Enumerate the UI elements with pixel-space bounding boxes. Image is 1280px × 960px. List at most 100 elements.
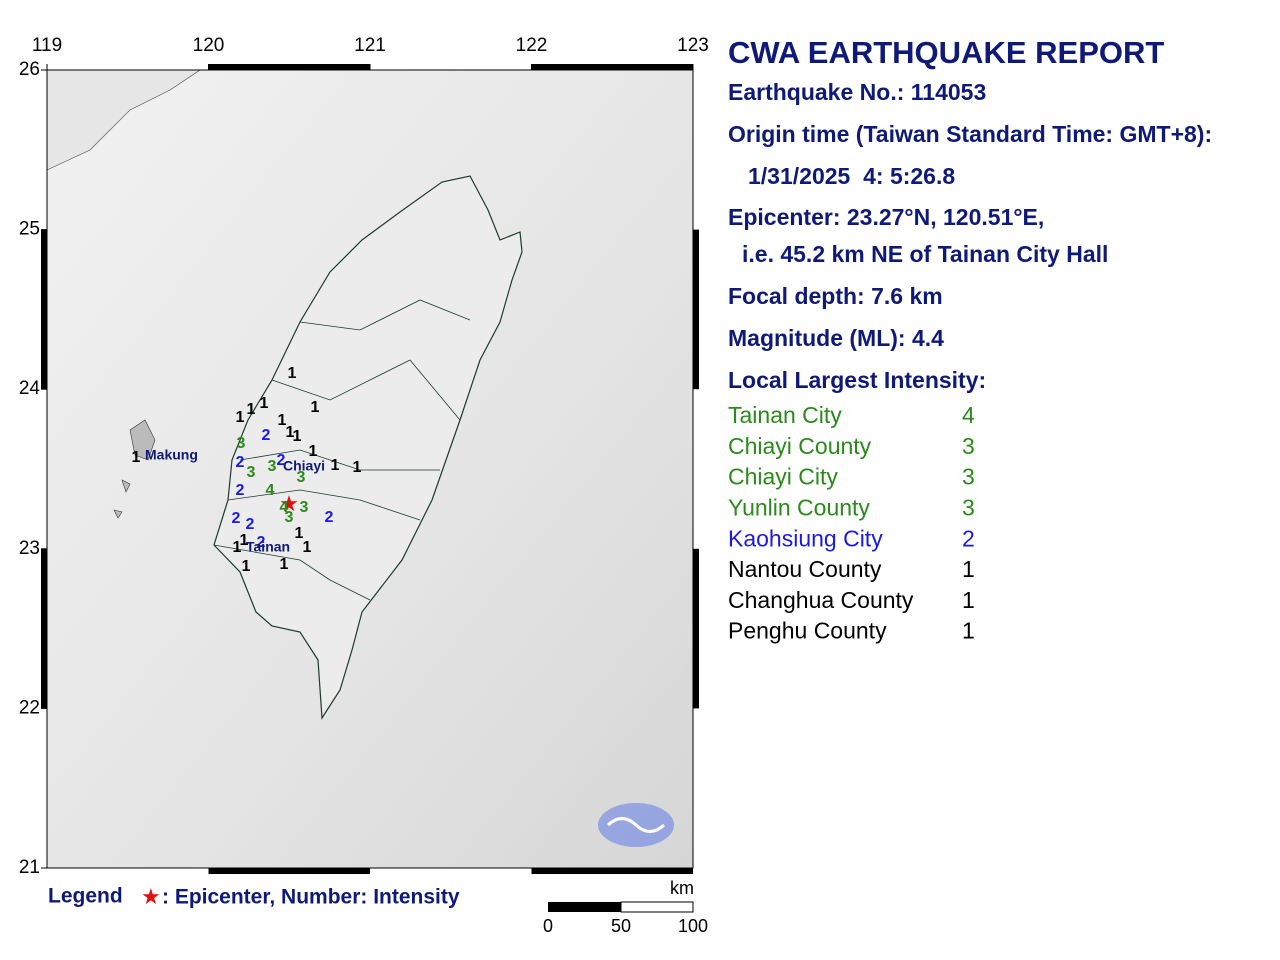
station-intensity: 2 (257, 534, 266, 551)
frame-segment (41, 229, 47, 390)
station-intensity: 1 (260, 395, 269, 412)
intensity-value: 1 (962, 556, 975, 582)
station-intensity: 1 (286, 424, 295, 441)
cwa-logo-swirl (606, 817, 666, 833)
report-line: Epicenter: 23.27°N, 120.51°E, (728, 204, 1044, 230)
station-intensity: 1 (311, 399, 320, 416)
station-intensity: 1 (309, 443, 318, 460)
lat-tick-label: 25 (19, 219, 40, 240)
station-intensity: 1 (233, 539, 242, 556)
intensity-value: 3 (962, 464, 975, 490)
lat-tick-label: 22 (19, 697, 40, 718)
lat-tick-label: 24 (19, 378, 41, 399)
county-borders (213, 299, 471, 601)
lat-tick-label: 21 (19, 857, 40, 878)
station-intensity: 1 (280, 556, 289, 573)
intensity-area: Changhua County (728, 587, 914, 613)
station-intensity: 3 (247, 464, 256, 481)
station-intensity: 1 (240, 532, 249, 549)
frame-segment (41, 548, 47, 709)
intensity-area: Tainan City (728, 402, 842, 428)
station-intensity: 2 (236, 454, 245, 471)
penghu-islands (113, 419, 156, 519)
lon-tick-label: 119 (32, 35, 62, 56)
frame-segment (693, 229, 699, 390)
intensity-area: Kaohsiung City (728, 525, 883, 551)
scale-label: 50 (611, 916, 631, 936)
intensity-area: Nantou County (728, 556, 882, 582)
station-intensity: 2 (262, 427, 271, 444)
station-intensity: 4 (280, 499, 289, 516)
map: ★ (46, 69, 693, 868)
station-intensity: 1 (293, 428, 302, 445)
station-intensity: 1 (303, 539, 312, 556)
intensity-value: 3 (962, 433, 975, 459)
station-intensity: 4 (266, 482, 275, 499)
frame-segment (693, 548, 699, 709)
scale-unit: km (670, 878, 694, 898)
scale-label: 100 (678, 916, 708, 936)
scale-bar: km 0 50 100 (543, 878, 708, 936)
report-line: Local Largest Intensity: (728, 367, 986, 393)
intensity-area: Chiayi County (728, 433, 872, 459)
station-intensity: 3 (285, 509, 294, 526)
report-line: Origin time (Taiwan Standard Time: GMT+8… (728, 121, 1212, 147)
station-intensity: 1 (236, 409, 245, 426)
legend-symbol: ★ (141, 884, 161, 909)
station-intensity: 1 (132, 449, 141, 466)
station-intensity: 2 (246, 516, 255, 533)
report-title: CWA EARTHQUAKE REPORT (728, 35, 1164, 70)
station-intensity: 1 (242, 558, 251, 575)
lon-tick-label: 123 (677, 35, 709, 56)
station-intensity: 2 (232, 510, 241, 527)
station-intensity: 1 (278, 412, 287, 429)
scale-segment (548, 902, 621, 912)
report-line: Earthquake No.: 114053 (728, 79, 986, 105)
legend-text: : Epicenter, Number: Intensity (162, 886, 460, 909)
lon-tick-label: 122 (516, 35, 548, 56)
lat-tick-label: 26 (19, 59, 40, 80)
frame-segment (208, 64, 370, 70)
scale-segment (620, 901, 694, 913)
lat-tick-label: 23 (19, 538, 40, 559)
report-line: Magnitude (ML): 4.4 (728, 325, 944, 351)
frame-segment (531, 64, 693, 70)
epicenter-star: ★ (279, 491, 299, 516)
station-intensity: 2 (277, 452, 286, 469)
intensity-value: 2 (962, 525, 975, 551)
intensity-area: Chiayi City (728, 464, 838, 490)
station-intensity: 3 (300, 499, 309, 516)
station-intensity: 3 (297, 469, 306, 486)
intensity-value: 4 (962, 402, 975, 428)
station-intensity: 1 (353, 459, 362, 476)
intensity-area: Yunlin County (728, 494, 870, 520)
station-intensity: 3 (268, 458, 277, 475)
station-intensity: 1 (295, 525, 304, 542)
station-intensity: 1 (247, 401, 256, 418)
place-name: Tainan (246, 539, 290, 555)
frame-segment (531, 868, 693, 874)
report-line: 1/31/2025 4: 5:26.8 (748, 163, 955, 189)
station-intensity: 2 (325, 509, 334, 526)
place-name: Makung (145, 447, 198, 463)
report-line: i.e. 45.2 km NE of Tainan City Hall (742, 241, 1108, 267)
frame-segment (208, 868, 370, 874)
station-intensity: 1 (288, 365, 297, 382)
lon-tick-label: 120 (193, 35, 225, 56)
station-intensity: 3 (237, 435, 246, 452)
intensity-value: 1 (962, 587, 975, 613)
report: CWA EARTHQUAKE REPORT Earthquake No.: 11… (728, 35, 1212, 643)
station-intensity: 2 (236, 482, 245, 499)
place-name: Chiayi (283, 458, 325, 474)
report-line: Focal depth: 7.6 km (728, 283, 943, 309)
lon-tick-label: 121 (354, 35, 386, 56)
intensity-area: Penghu County (728, 618, 887, 644)
station-intensity: 1 (331, 457, 340, 474)
scale-label: 0 (543, 916, 553, 936)
legend-label: Legend (48, 885, 123, 908)
intensity-value: 1 (962, 618, 975, 644)
intensity-value: 3 (962, 494, 975, 520)
